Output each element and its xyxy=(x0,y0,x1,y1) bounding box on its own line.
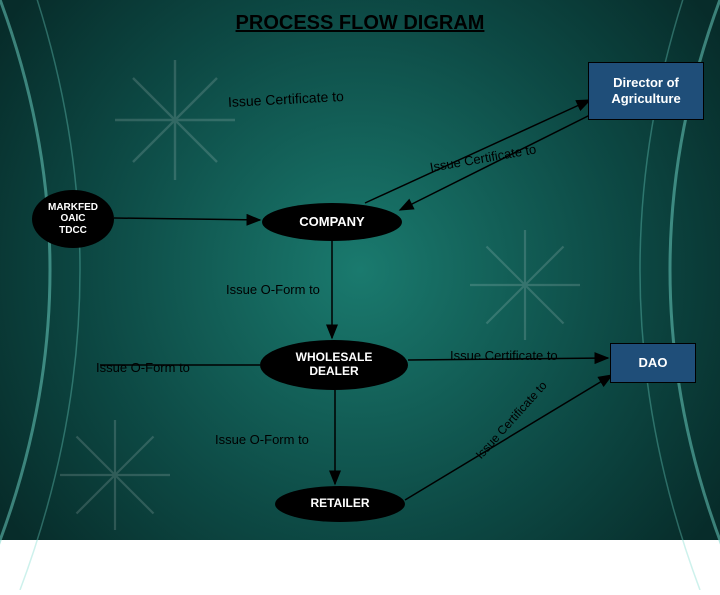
node-label-line: COMPANY xyxy=(299,215,364,230)
node-label-line: Director of xyxy=(613,75,679,91)
edge-label: Issue O-Form to xyxy=(215,432,309,447)
node-label-line: DEALER xyxy=(309,365,358,379)
node-label-line: MARKFED xyxy=(48,202,98,214)
node-company: COMPANY xyxy=(262,203,402,241)
node-label-line: WHOLESALE xyxy=(296,351,373,365)
node-label-line: OAIC xyxy=(61,213,86,225)
node-label-line: TDCC xyxy=(59,225,87,237)
node-dao: DAO xyxy=(610,343,696,383)
edge-label: Issue Certificate to xyxy=(450,348,558,363)
node-director: Director ofAgriculture xyxy=(588,62,704,120)
node-markfed: MARKFEDOAICTDCC xyxy=(32,190,114,248)
node-label-line: Agriculture xyxy=(611,91,680,107)
node-retailer: RETAILER xyxy=(275,486,405,522)
node-label-line: DAO xyxy=(639,355,668,371)
edge-label: Issue O-Form to xyxy=(96,360,190,375)
node-wholesale: WHOLESALEDEALER xyxy=(260,340,408,390)
page-title: PROCESS FLOW DIGRAM xyxy=(0,12,720,35)
edge-label: Issue O-Form to xyxy=(226,282,320,297)
node-label-line: RETAILER xyxy=(310,497,369,511)
